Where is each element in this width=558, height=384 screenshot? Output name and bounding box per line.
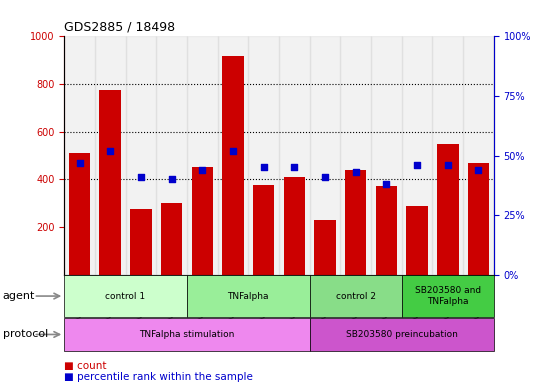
Bar — [310, 275, 402, 317]
Bar — [279, 36, 310, 275]
Point — [320, 174, 329, 180]
Point — [105, 148, 115, 154]
Bar — [463, 36, 494, 275]
Bar — [99, 90, 121, 275]
Point — [474, 167, 483, 173]
Bar — [402, 36, 432, 275]
Bar — [432, 36, 463, 275]
Bar — [340, 36, 371, 275]
Bar — [64, 318, 310, 351]
Point — [259, 164, 268, 170]
Bar — [253, 185, 275, 275]
Bar — [310, 318, 494, 351]
Text: GDS2885 / 18498: GDS2885 / 18498 — [64, 21, 175, 34]
Point — [382, 181, 391, 187]
Point — [228, 148, 237, 154]
Bar — [64, 36, 95, 275]
Point — [351, 169, 360, 175]
Bar — [371, 36, 402, 275]
Point — [198, 167, 206, 173]
Bar — [314, 220, 336, 275]
Text: ■ percentile rank within the sample: ■ percentile rank within the sample — [64, 372, 253, 382]
Bar — [187, 36, 218, 275]
Text: SB203580 and
TNFalpha: SB203580 and TNFalpha — [415, 286, 481, 306]
Bar — [376, 187, 397, 275]
Bar — [64, 275, 187, 317]
Bar — [69, 153, 90, 275]
Text: control 2: control 2 — [336, 291, 376, 301]
Bar — [95, 36, 126, 275]
Bar — [218, 36, 248, 275]
Text: control 1: control 1 — [105, 291, 146, 301]
Bar — [161, 203, 182, 275]
Point — [290, 164, 299, 170]
Bar — [126, 36, 156, 275]
Text: ■ count: ■ count — [64, 361, 107, 371]
Bar — [402, 275, 494, 317]
Bar — [222, 56, 244, 275]
Text: TNFalpha stimulation: TNFalpha stimulation — [140, 330, 234, 339]
Point — [167, 176, 176, 182]
Bar — [283, 177, 305, 275]
Point — [412, 162, 421, 168]
Point — [443, 162, 452, 168]
Point — [136, 174, 145, 180]
Text: TNFalpha: TNFalpha — [228, 291, 269, 301]
Text: SB203580 preincubation: SB203580 preincubation — [346, 330, 458, 339]
Bar — [156, 36, 187, 275]
Bar — [130, 209, 152, 275]
Bar — [310, 36, 340, 275]
Bar — [187, 275, 310, 317]
Text: protocol: protocol — [3, 329, 48, 339]
Bar — [248, 36, 279, 275]
Bar — [437, 144, 459, 275]
Text: agent: agent — [3, 291, 35, 301]
Bar — [406, 205, 428, 275]
Bar — [191, 167, 213, 275]
Bar — [345, 170, 367, 275]
Bar — [468, 163, 489, 275]
Point — [75, 160, 84, 166]
